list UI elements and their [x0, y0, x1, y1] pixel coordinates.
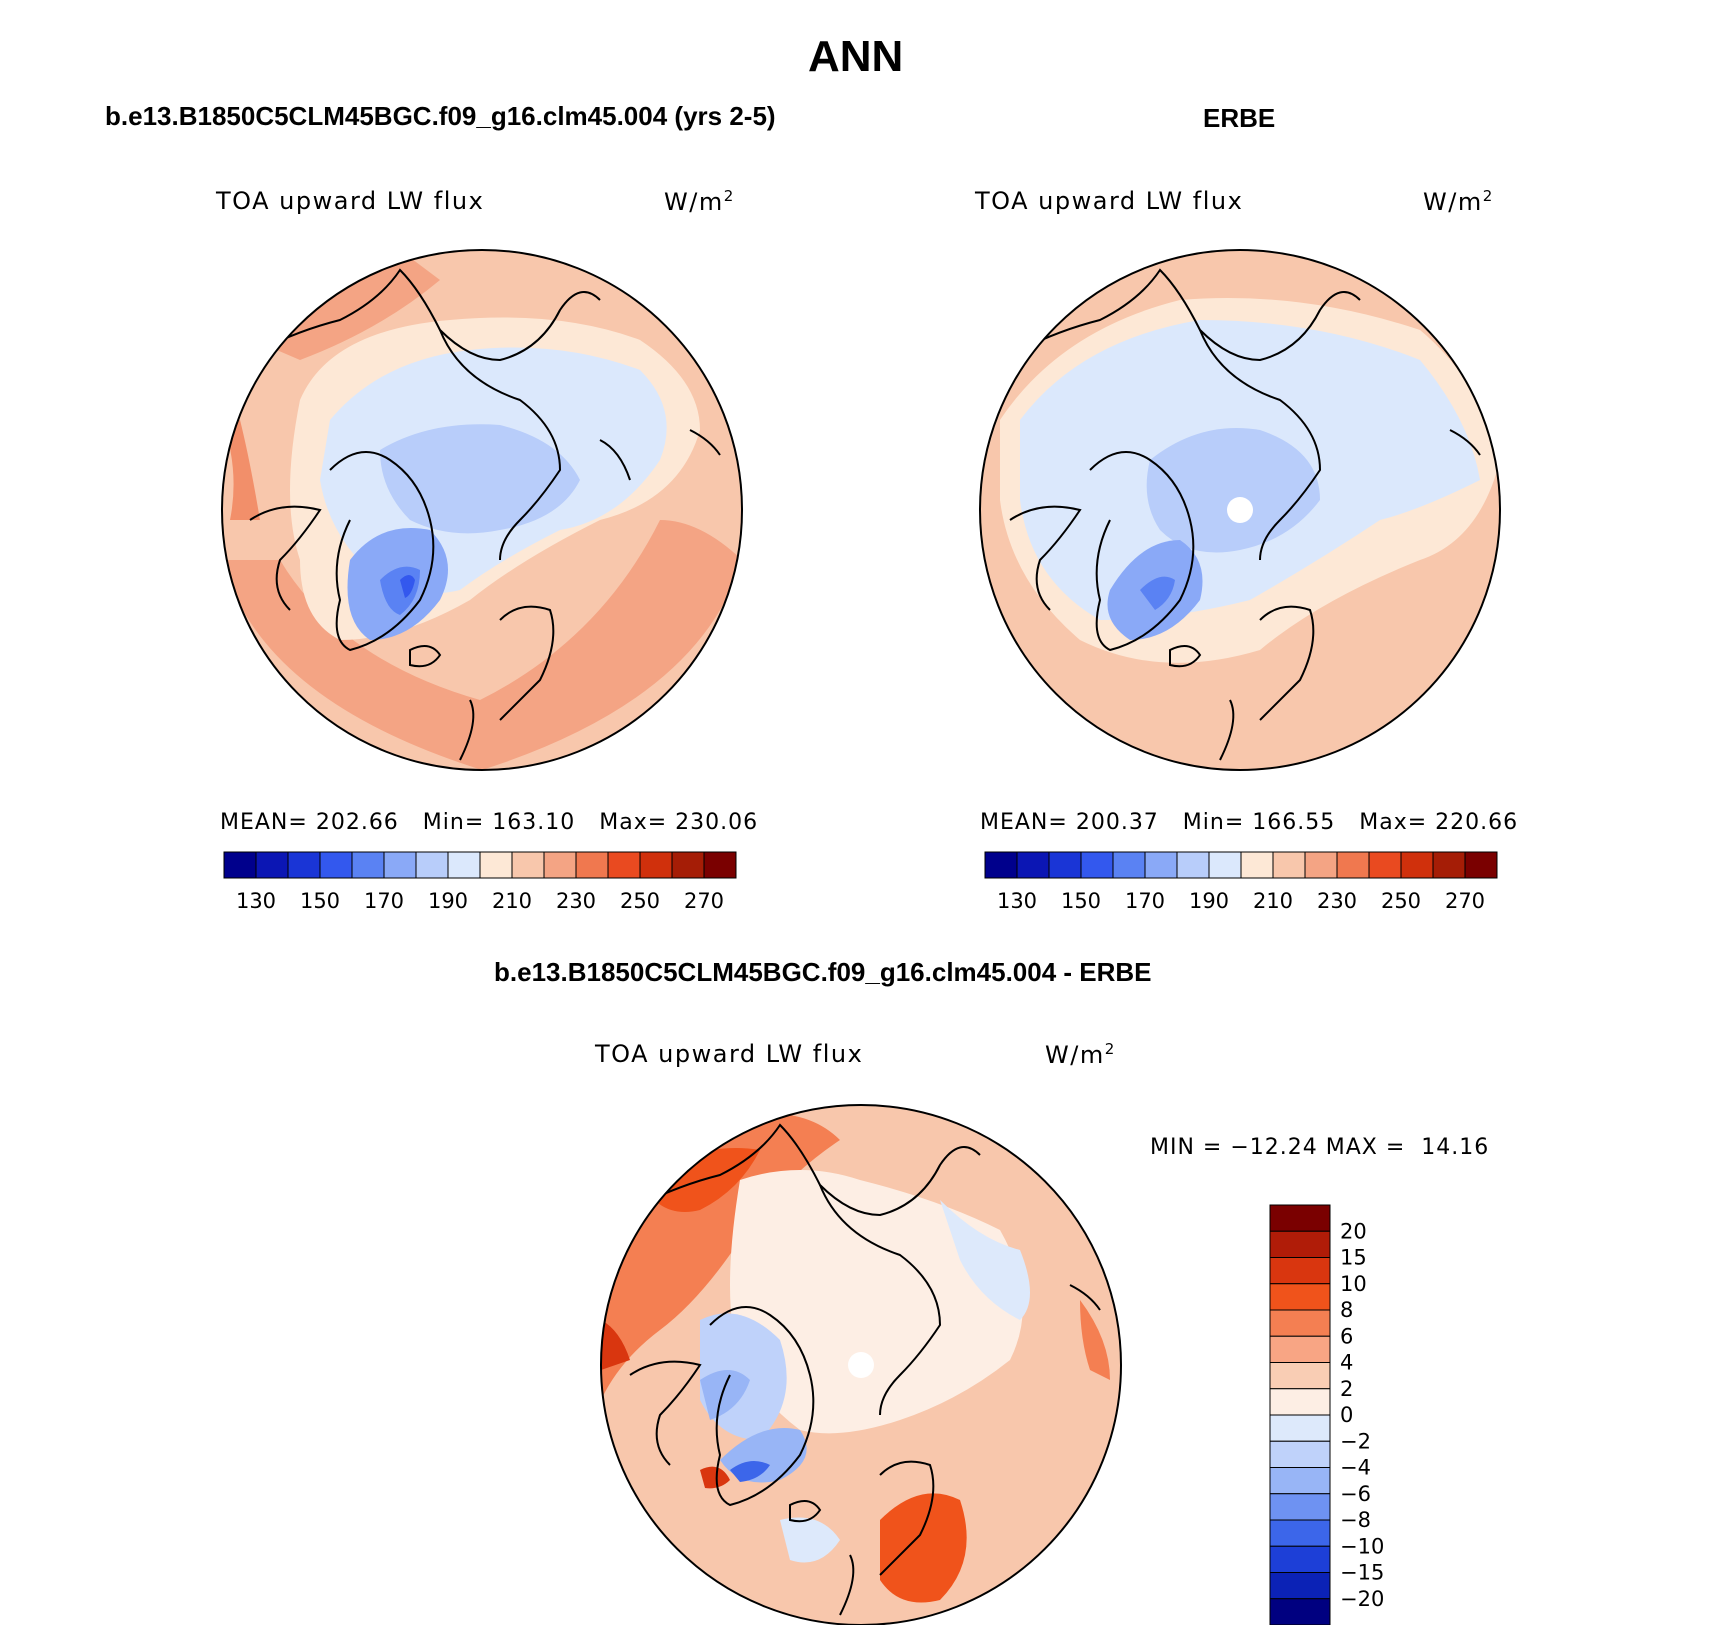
panel-3-colorbar-tick-label: 15 — [1340, 1246, 1367, 1270]
panel-2-colorbar-swatch — [1336, 851, 1370, 879]
panel-1-colorbar-tick-label: 170 — [364, 889, 404, 913]
panel-2-colorbar-tick-label: 210 — [1253, 889, 1293, 913]
panel-1-colorbar-swatch — [255, 851, 289, 879]
panel-2-colorbar-swatch — [1432, 851, 1466, 879]
panel-2-units-label: W/m2 — [1423, 187, 1494, 216]
panel-3-colorbar-tick-label: 10 — [1340, 1272, 1367, 1296]
panel-1-colorbar-swatch — [703, 851, 737, 879]
panel-3-colorbar-swatch — [1269, 1414, 1331, 1442]
panel-2-colorbar: 130 150 170 190 210 230 250 270 — [984, 851, 1498, 913]
panel-1-colorbar-swatch — [287, 851, 321, 879]
panel-3-colorbar-swatch — [1269, 1572, 1331, 1600]
panel-1-units-label: W/m2 — [664, 187, 735, 216]
panel-3-colorbar-swatch — [1269, 1230, 1331, 1258]
panel-2-colorbar-tick-label: 190 — [1189, 889, 1229, 913]
panel-3-units-label: W/m2 — [1045, 1040, 1116, 1069]
panel-2-colorbar-swatch — [1240, 851, 1274, 879]
panel-3-colorbar-swatch — [1269, 1545, 1331, 1573]
panel-3-colorbar-tick-label: −4 — [1340, 1456, 1371, 1480]
panel-1-colorbar-swatch — [351, 851, 385, 879]
panel-3-colorbar-swatch — [1269, 1309, 1331, 1337]
panel-2-colorbar-swatch — [1176, 851, 1210, 879]
panel-3-colorbar-tick-label: −10 — [1340, 1534, 1384, 1558]
panel-3-title: b.e13.B1850C5CLM45BGC.f09_g16.clm45.004 … — [494, 957, 1152, 987]
panel-2-colorbar-tick-label: 130 — [997, 889, 1037, 913]
panel-2-colorbar-swatch — [1080, 851, 1114, 879]
panel-1-colorbar: 130 150 170 190 210 230 250 270 — [223, 851, 737, 913]
panel-1-colorbar-tick-label: 130 — [236, 889, 276, 913]
panel-3-variable-label: TOA upward LW flux — [595, 1040, 864, 1068]
panel-2-colorbar-tick-label: 170 — [1125, 889, 1165, 913]
panel-3-colorbar-swatch — [1269, 1335, 1331, 1363]
panel-1-colorbar-tick-label: 150 — [300, 889, 340, 913]
panel-3-colorbar-swatch — [1269, 1257, 1331, 1285]
panel-1-colorbar-swatch — [543, 851, 577, 879]
panel-2-colorbar-tick-label: 150 — [1061, 889, 1101, 913]
panel-2-colorbar-swatch — [1464, 851, 1498, 879]
panel-2-map — [979, 249, 1501, 771]
panel-2-variable-label: TOA upward LW flux — [975, 187, 1244, 215]
panel-1-colorbar-swatch — [607, 851, 641, 879]
panel-3-colorbar-tick-label: 2 — [1340, 1377, 1353, 1401]
panel-1-colorbar-tick-label: 250 — [620, 889, 660, 913]
panel-3-colorbar-swatch — [1269, 1362, 1331, 1390]
panel-2-colorbar-tick-label: 230 — [1317, 889, 1357, 913]
panel-1-stats: MEAN= 202.66 Min= 163.10 Max= 230.06 — [220, 810, 759, 835]
panel-3-minmax: MIN = −12.24 MAX = 14.16 — [1150, 1135, 1490, 1160]
panel-1-variable-label: TOA upward LW flux — [216, 187, 485, 215]
panel-2-colorbar-swatch — [1144, 851, 1178, 879]
panel-2-stats: MEAN= 200.37 Min= 166.55 Max= 220.66 — [980, 810, 1519, 835]
panel-3-colorbar-swatch — [1269, 1467, 1331, 1495]
panel-2-colorbar-swatch — [1016, 851, 1050, 879]
panel-3-colorbar-swatch — [1269, 1519, 1331, 1547]
panel-1-colorbar-swatch — [671, 851, 705, 879]
panel-2-colorbar-swatch — [1208, 851, 1242, 879]
panel-2-colorbar-swatch — [1112, 851, 1146, 879]
panel-3-map — [600, 1104, 1122, 1625]
panel-3-colorbar-swatch — [1269, 1388, 1331, 1416]
panel-2-colorbar-tick-label: 250 — [1381, 889, 1421, 913]
panel-1-colorbar-swatch — [639, 851, 673, 879]
panel-1-title: b.e13.B1850C5CLM45BGC.f09_g16.clm45.004 … — [105, 101, 776, 131]
panel-3-colorbar-tick-label: −6 — [1340, 1482, 1371, 1506]
panel-3-colorbar-tick-label: 6 — [1340, 1324, 1353, 1348]
panel-1-colorbar-tick-label: 270 — [684, 889, 724, 913]
panel-2-colorbar-swatch — [1368, 851, 1402, 879]
panel-3-colorbar-tick-label: 0 — [1340, 1403, 1353, 1427]
panel-1-colorbar-tick-label: 210 — [492, 889, 532, 913]
panel-1-map — [221, 249, 743, 771]
panel-3-colorbar-swatch — [1269, 1598, 1331, 1625]
panel-3-colorbar-tick-label: −2 — [1340, 1429, 1371, 1453]
panel-3-colorbar-swatch — [1269, 1440, 1331, 1468]
panel-3-colorbar-tick-label: −15 — [1340, 1561, 1384, 1585]
panel-1-colorbar-swatch — [319, 851, 353, 879]
panel-1-colorbar-swatch — [511, 851, 545, 879]
page-title: ANN — [808, 32, 904, 81]
panel-1-colorbar-swatch — [447, 851, 481, 879]
panel-1-colorbar-tick-label: 190 — [428, 889, 468, 913]
panel-2-title: ERBE — [1203, 103, 1276, 133]
panel-3-colorbar-swatch — [1269, 1204, 1331, 1232]
panel-1-colorbar-swatch — [415, 851, 449, 879]
panel-2-colorbar-swatch — [1048, 851, 1082, 879]
panel-3-colorbar-tick-label: −8 — [1340, 1508, 1371, 1532]
panel-1-colorbar-swatch — [479, 851, 513, 879]
panel-3-colorbar-tick-label: 20 — [1340, 1219, 1367, 1243]
panel-1-colorbar-tick-label: 230 — [556, 889, 596, 913]
panel-2-colorbar-swatch — [1304, 851, 1338, 879]
panel-3-colorbar-swatch — [1269, 1283, 1331, 1311]
panel-2-colorbar-swatch — [984, 851, 1018, 879]
panel-2-colorbar-swatch — [1272, 851, 1306, 879]
panel-3-colorbar-tick-label: 4 — [1340, 1351, 1353, 1375]
panel-1-colorbar-swatch — [383, 851, 417, 879]
panel-2-colorbar-swatch — [1400, 851, 1434, 879]
panel-3-colorbar-tick-label: 8 — [1340, 1298, 1353, 1322]
panel-3-colorbar-tick-label: −20 — [1340, 1587, 1384, 1611]
panel-3-colorbar-swatch — [1269, 1493, 1331, 1521]
panel-1-colorbar-swatch — [223, 851, 257, 879]
panel-2-colorbar-tick-label: 270 — [1445, 889, 1485, 913]
panel-1-colorbar-swatch — [575, 851, 609, 879]
